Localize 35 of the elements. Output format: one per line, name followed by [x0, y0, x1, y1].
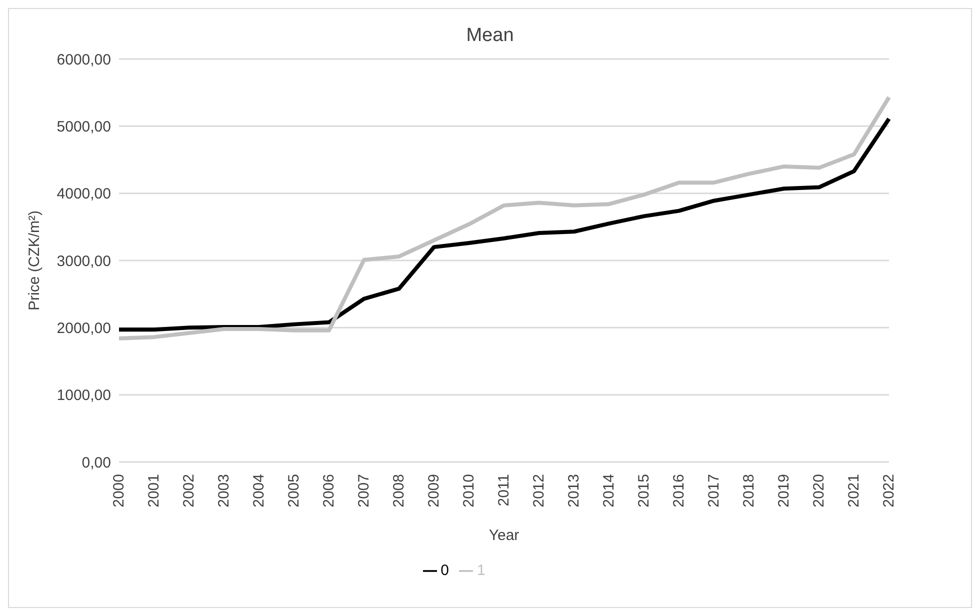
x-tick-label: 2016 [670, 474, 688, 508]
x-tick-label: 2005 [286, 474, 302, 508]
x-tick-label: 2004 [250, 474, 268, 508]
x-tick-label: 2013 [566, 474, 582, 508]
x-tick-label: 2011 [496, 474, 512, 506]
x-tick-label: 2021 [846, 474, 862, 508]
x-tick-label: 2017 [706, 474, 722, 508]
x-tick-label: 2022 [880, 474, 898, 508]
legend-label: 0 [440, 562, 449, 579]
y-tick-label: 5000,00 [56, 118, 111, 136]
x-tick-label: 2015 [636, 474, 652, 508]
y-tick-label: 2000,00 [56, 320, 111, 337]
chart-title: Mean [465, 25, 515, 47]
x-tick-label: 2019 [776, 474, 792, 508]
y-axis-title: Price (CZK/m²) [26, 210, 43, 310]
legend-label: 1 [477, 562, 486, 579]
y-tick-label: 3000,00 [56, 252, 111, 270]
x-tick-label: 2020 [810, 474, 828, 508]
y-tick-label: 0,00 [82, 454, 111, 472]
x-tick-label: 2000 [110, 474, 128, 508]
x-tick-label: 2008 [390, 474, 408, 508]
x-tick-label: 2014 [600, 474, 618, 508]
y-tick-label: 4000,00 [56, 186, 111, 203]
x-tick-label: 2001 [146, 474, 162, 508]
x-tick-label: 2018 [740, 474, 758, 508]
x-tick-label: 2003 [216, 474, 232, 508]
x-tick-label: 2009 [426, 474, 442, 508]
x-tick-label: 2007 [356, 474, 372, 508]
x-tick-label: 2006 [320, 474, 338, 508]
x-tick-label: 2010 [460, 474, 478, 508]
y-tick-label: 1000,00 [56, 387, 111, 404]
x-tick-label: 2002 [180, 474, 198, 508]
x-axis-title: Year [488, 527, 520, 544]
x-tick-label: 2012 [530, 474, 548, 508]
y-tick-label: 6000,00 [56, 51, 111, 68]
